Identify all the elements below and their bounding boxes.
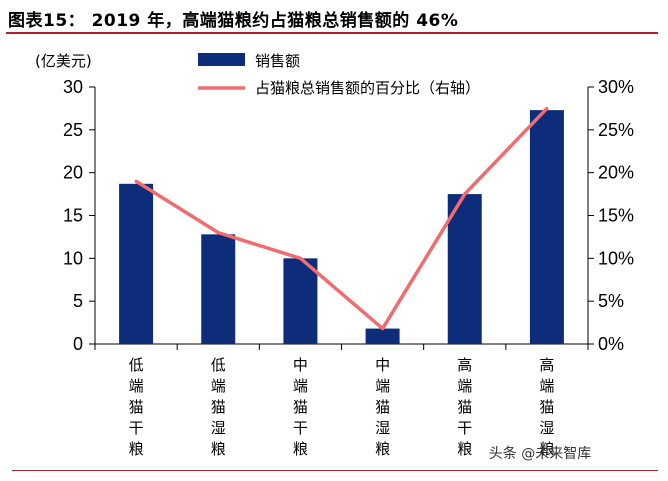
watermark-text: 头条 @未来智库 — [489, 445, 591, 462]
pct-point-高端猫湿粮 — [545, 106, 549, 110]
category-char: 猫 — [129, 398, 144, 416]
category-char: 中 — [375, 356, 390, 374]
right-tick-label: 30% — [598, 77, 634, 97]
title-rule — [6, 32, 658, 34]
bar-中端猫湿粮 — [365, 328, 400, 344]
category-char: 湿 — [539, 419, 554, 437]
pct-point-中端猫湿粮 — [381, 327, 385, 331]
category-char: 猫 — [539, 398, 554, 416]
right-tick-label: 25% — [598, 120, 634, 140]
watermark: 头条 @未来智库 — [489, 445, 591, 462]
category-char: 猫 — [375, 398, 390, 416]
category-char: 干 — [293, 419, 308, 437]
category-char: 猫 — [293, 398, 308, 416]
y-unit-label: (亿美元) — [35, 52, 92, 70]
line-layer — [134, 106, 549, 331]
bar-低端猫干粮 — [119, 183, 154, 344]
category-char: 猫 — [211, 398, 226, 416]
right-tick-label: 10% — [598, 248, 634, 268]
category-char: 猫 — [457, 398, 472, 416]
pct-point-低端猫湿粮 — [216, 231, 220, 235]
legend-bar-swatch — [198, 53, 245, 66]
left-tick-label: 5 — [73, 291, 83, 311]
category-char: 粮 — [457, 440, 472, 458]
category-char: 干 — [457, 419, 472, 437]
bar-高端猫湿粮 — [529, 110, 564, 344]
left-tick-label: 25 — [63, 120, 83, 140]
category-char: 端 — [129, 377, 144, 395]
category-char: 粮 — [375, 440, 390, 458]
category-char: 粮 — [539, 440, 554, 458]
axes-layer — [89, 86, 594, 350]
category-char: 端 — [211, 377, 226, 395]
legend-line-label: 占猫粮总销售额的百分比（右轴） — [255, 79, 480, 97]
category-char: 低 — [211, 356, 226, 374]
labels-layer: 0510152025300%5%10%15%20%25%30%(亿美元)低端猫干… — [35, 52, 634, 458]
bar-高端猫干粮 — [447, 194, 482, 344]
category-char: 粮 — [211, 440, 226, 458]
category-char: 干 — [129, 419, 144, 437]
left-tick-label: 30 — [63, 77, 83, 97]
category-char: 粮 — [129, 440, 144, 458]
category-char: 高 — [539, 356, 554, 374]
category-char: 低 — [129, 356, 144, 374]
bottom-rule — [12, 470, 658, 471]
legend-bar-label: 销售额 — [255, 52, 300, 70]
category-char: 端 — [539, 377, 554, 395]
right-tick-label: 5% — [598, 291, 624, 311]
bar-中端猫干粮 — [283, 258, 318, 344]
right-tick-label: 20% — [598, 163, 634, 183]
category-char: 粮 — [293, 440, 308, 458]
right-tick-label: 0% — [598, 334, 624, 354]
left-tick-label: 15 — [63, 206, 83, 226]
pct-point-低端猫干粮 — [134, 179, 138, 183]
category-char: 高 — [457, 356, 472, 374]
left-tick-label: 20 — [63, 163, 83, 183]
bars-layer — [119, 110, 564, 344]
figure-title: 图表15： 2019 年，高端猫粮约占猫粮总销售额的 46% — [8, 11, 459, 31]
pct-point-高端猫干粮 — [463, 192, 467, 196]
left-tick-label: 0 — [73, 334, 83, 354]
bar-低端猫湿粮 — [201, 234, 236, 344]
category-char: 端 — [375, 377, 390, 395]
pct-point-中端猫干粮 — [298, 256, 302, 260]
category-char: 端 — [457, 377, 472, 395]
category-char: 中 — [293, 356, 308, 374]
right-tick-label: 15% — [598, 206, 634, 226]
left-tick-label: 10 — [63, 248, 83, 268]
category-char: 端 — [293, 377, 308, 395]
pct-series-line — [135, 107, 549, 331]
category-char: 湿 — [211, 419, 226, 437]
category-char: 湿 — [375, 419, 390, 437]
